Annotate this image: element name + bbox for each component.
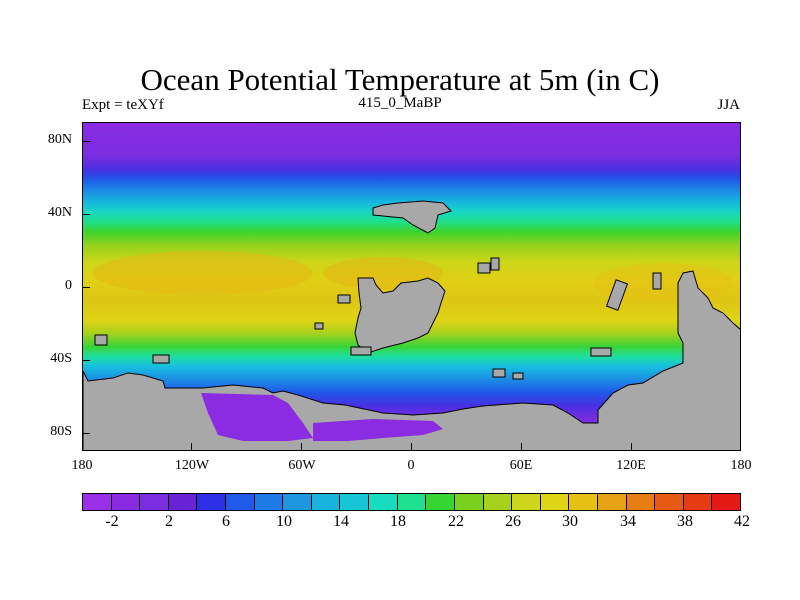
x-tick-label: 180 [71, 458, 93, 473]
colorbar-swatch [626, 494, 656, 510]
y-tick [82, 360, 90, 361]
colorbar-label: -2 [105, 513, 119, 530]
colorbar-swatch [197, 494, 227, 510]
age-label: 415_0_MaBP [358, 95, 442, 111]
colorbar-swatch [311, 494, 341, 510]
y-tick-label: 0 [65, 278, 72, 293]
x-tick-label: 60W [288, 458, 316, 473]
colorbar-swatch [226, 494, 255, 510]
colorbar-label: 18 [390, 513, 406, 530]
colorbar-swatch [340, 494, 370, 510]
chart-title: Ocean Potential Temperature at 5m (in C) [140, 62, 660, 97]
colorbar-swatch [569, 494, 598, 510]
x-tick [301, 443, 302, 451]
colorbar-label: 6 [222, 513, 230, 530]
colorbar-label: 38 [677, 513, 693, 530]
colorbar-label: 34 [620, 513, 636, 530]
x-tick [631, 443, 632, 451]
colorbar-swatch [454, 494, 484, 510]
x-tick-label: 180 [730, 458, 752, 473]
y-tick-label: 40N [47, 205, 72, 220]
y-tick-label: 40S [50, 351, 72, 366]
x-tick-label: 0 [407, 458, 415, 473]
colorbar-label: 2 [165, 513, 173, 530]
colorbar-swatch [111, 494, 141, 510]
x-tick [521, 443, 522, 451]
y-tick [82, 214, 90, 215]
y-tick [82, 433, 90, 434]
colorbar [82, 493, 741, 511]
colorbar-swatch [254, 494, 284, 510]
y-tick-label: 80N [47, 132, 72, 147]
colorbar-swatch [397, 494, 427, 510]
colorbar-label: 26 [505, 513, 521, 530]
colorbar-swatch [83, 494, 112, 510]
colorbar-swatch [140, 494, 169, 510]
colorbar-label: 10 [276, 513, 292, 530]
experiment-label: Expt = teXYf [82, 97, 164, 113]
colorbar-swatch [712, 494, 741, 510]
colorbar-label: 14 [333, 513, 349, 530]
colorbar-swatch [168, 494, 198, 510]
colorbar-swatch [483, 494, 513, 510]
colorbar-swatch [655, 494, 684, 510]
colorbar-label: 42 [734, 513, 750, 530]
colorbar-swatch [683, 494, 713, 510]
x-tick [191, 443, 192, 451]
colorbar-swatch [597, 494, 627, 510]
map-panel [82, 122, 741, 451]
x-tick-label: 60E [509, 458, 533, 473]
colorbar-swatch [426, 494, 455, 510]
temperature-map [83, 123, 740, 450]
x-tick-label: 120E [616, 458, 646, 473]
colorbar-swatch [369, 494, 398, 510]
y-tick [82, 287, 90, 288]
season-label: JJA [717, 97, 740, 113]
x-tick-label: 120W [174, 458, 210, 473]
y-tick [82, 141, 90, 142]
x-tick [411, 443, 412, 451]
colorbar-label: 30 [562, 513, 578, 530]
colorbar-swatch [512, 494, 541, 510]
y-tick-label: 80S [50, 424, 72, 439]
colorbar-swatch [540, 494, 570, 510]
colorbar-label: 22 [448, 513, 464, 530]
colorbar-swatch [283, 494, 312, 510]
